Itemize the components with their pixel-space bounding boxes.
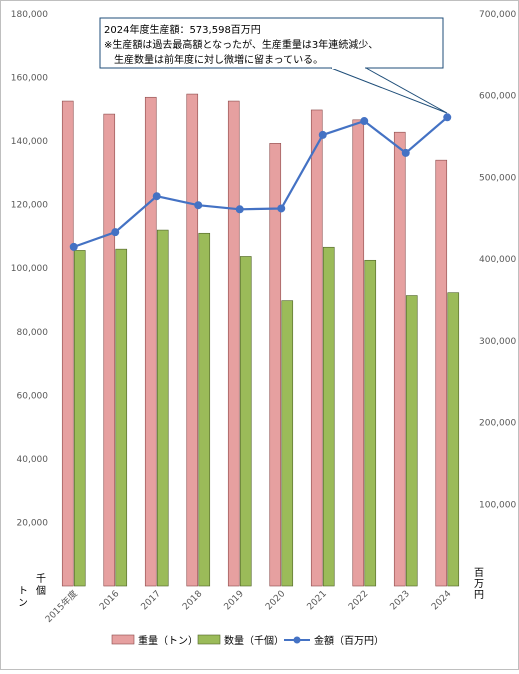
right-tick-label: 400,000 (479, 255, 516, 265)
amount-point (401, 148, 410, 157)
callout-line-2: ※生産額は過去最高額となったが、生産重量は3年連続減少、 (104, 38, 378, 51)
bar-count (115, 248, 128, 587)
amount-point (69, 242, 78, 251)
x-tick-label: 2017 (140, 589, 163, 612)
amount-point (111, 228, 120, 237)
x-tick-label: 2023 (389, 589, 412, 612)
legend-swatch-amount-marker (293, 636, 301, 644)
x-tick-label: 2024 (430, 589, 453, 612)
left-tick-label: 20,000 (17, 518, 49, 528)
bar-weight (435, 159, 448, 587)
amount-point (235, 205, 244, 214)
bar-count (239, 256, 252, 587)
right-tick-label: 600,000 (479, 92, 516, 102)
callout-box (99, 17, 444, 69)
right-tick-label: 200,000 (479, 419, 516, 429)
left-tick-label: 80,000 (17, 328, 49, 338)
callout: 2024年度生産額：573,598百万円 ※生産額は過去最高額となったが、生産重… (99, 17, 448, 114)
amount-point (360, 117, 369, 126)
right-unit: 百万円 (472, 567, 484, 600)
left-unit-ton: トン (16, 585, 27, 609)
bar-weight (144, 96, 157, 587)
x-tick-label: 2019 (223, 589, 246, 612)
right-tick-label: 100,000 (479, 500, 516, 510)
bar-weight (352, 119, 365, 587)
bar-weight (61, 100, 74, 587)
legend-label-weight: 重量（トン） (138, 634, 198, 647)
bar-weight (269, 143, 282, 587)
x-tick-label: 2021 (306, 589, 329, 612)
bar-weight (186, 93, 199, 587)
callout-pointer (330, 67, 448, 114)
callout-line-3: 生産数量は前年度に対し微増に留まっている。 (104, 53, 323, 66)
right-tick-label: 300,000 (479, 337, 516, 347)
x-tick-label: 2020 (264, 589, 287, 612)
bar-weight (310, 109, 323, 587)
right-tick-label: 500,000 (479, 173, 516, 183)
left-tick-label: 140,000 (11, 137, 48, 147)
right-axis: 100,000 200,000 300,000 400,000 500,000 600,0… (479, 10, 516, 510)
amount-point (152, 192, 161, 201)
x-tick-label: 2015年度 (42, 588, 79, 625)
bar-weight (393, 131, 406, 587)
left-tick-label: 40,000 (17, 455, 49, 465)
amount-point (443, 113, 452, 122)
x-tick-label: 2022 (347, 589, 370, 612)
left-tick-label: 180,000 (11, 10, 48, 20)
left-unit-kiko: 千個 (34, 573, 46, 597)
bar-count (156, 229, 169, 587)
bar-count (281, 300, 294, 587)
right-tick-label: 700,000 (479, 10, 516, 20)
legend-label-count: 数量（千個） (224, 634, 284, 647)
x-tick-label: 2016 (98, 589, 121, 612)
bar-count (447, 292, 460, 587)
amount-line (69, 113, 452, 251)
bar-weight (103, 113, 116, 587)
amount-line-path (73, 116, 448, 248)
callout-line-1: 2024年度生産額：573,598百万円 (104, 23, 261, 36)
amount-point (194, 201, 203, 210)
legend-swatch-count (197, 634, 221, 645)
bar-count (322, 246, 335, 587)
legend-swatch-weight (111, 634, 135, 645)
legend-label-amount: 金額（百万円） (314, 634, 384, 647)
left-tick-label: 60,000 (17, 391, 49, 401)
left-tick-label: 120,000 (11, 201, 48, 211)
x-axis: 2015年度 2016 2017 2018 2019 2020 2021 2022 2023 20… (42, 588, 453, 625)
bar-count (405, 295, 418, 587)
amount-point (318, 130, 327, 139)
bars (61, 93, 460, 587)
amount-point (277, 204, 286, 213)
left-axis: 20,000 40,000 60,000 80,000 100,000 120,000 14… (11, 10, 48, 528)
left-tick-label: 160,000 (11, 74, 48, 84)
bar-count (364, 259, 377, 587)
bar-count (73, 250, 86, 587)
bar-weight (227, 100, 240, 587)
x-tick-label: 2018 (181, 589, 204, 612)
legend: 重量（トン） 数量（千個） 金額（百万円） (111, 634, 384, 647)
left-tick-label: 100,000 (11, 264, 48, 274)
bar-count (198, 232, 211, 587)
